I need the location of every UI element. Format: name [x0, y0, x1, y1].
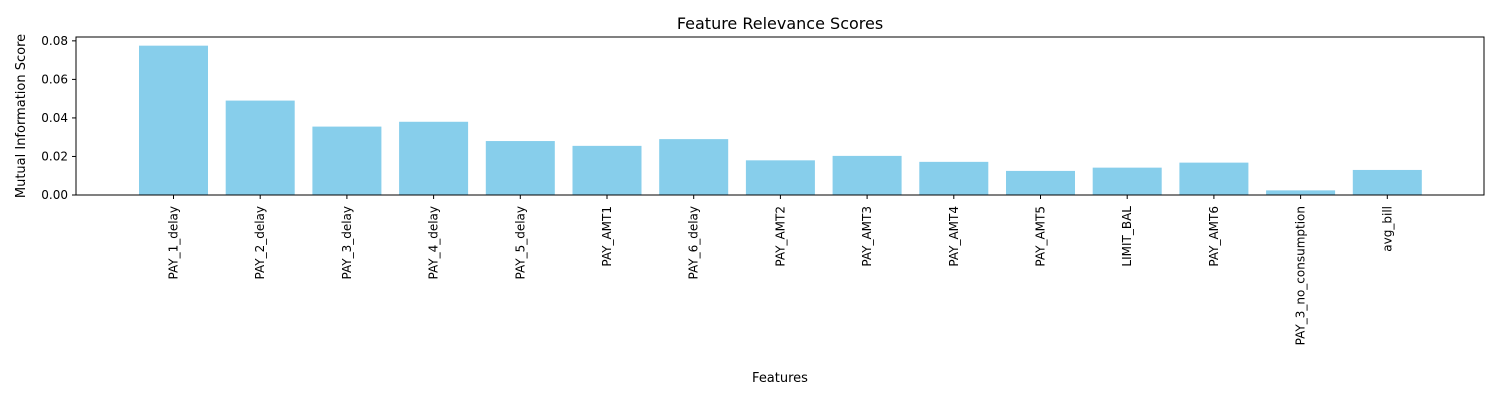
bar-PAY_3_delay: [312, 126, 382, 195]
bar-PAY_AMT1: [572, 145, 642, 195]
bar-PAY_1_delay: [139, 45, 208, 195]
x-tick-label: PAY_AMT3: [860, 206, 874, 267]
bar-PAY_AMT3: [832, 155, 902, 195]
x-tick-label: PAY_AMT5: [1034, 206, 1048, 267]
x-tick-label: PAY_5_delay: [513, 206, 527, 280]
bar-PAY_6_delay: [659, 139, 729, 195]
x-tick-label: PAY_AMT2: [773, 206, 787, 267]
bars-group: [139, 45, 1422, 195]
bar-PAY_AMT5: [1006, 170, 1075, 195]
y-axis: 0.00 0.02 0.04 0.06 0.08: [41, 34, 76, 202]
y-tick-label: 0.00: [41, 188, 68, 202]
x-axis-label: Features: [752, 371, 808, 386]
y-axis-label: Mutual Information Score: [14, 34, 29, 198]
bar-PAY_4_delay: [399, 121, 469, 195]
x-tick-label: PAY_1_delay: [167, 206, 181, 280]
plot-frame: [75, 36, 1485, 196]
x-tick-label: PAY_AMT6: [1207, 206, 1221, 267]
x-tick-label: LIMIT_BAL: [1120, 206, 1134, 267]
x-tick-label: avg_bill: [1380, 206, 1394, 252]
bar-PAY_3_no_consumption: [1266, 190, 1336, 195]
x-tick-label: PAY_6_delay: [687, 206, 701, 280]
x-tick-label: PAY_2_delay: [253, 206, 267, 280]
chart-title: Feature Relevance Scores: [677, 14, 883, 33]
y-tick-label: 0.04: [41, 111, 68, 125]
bar-PAY_AMT6: [1179, 162, 1249, 195]
x-tick-label: PAY_AMT4: [947, 206, 961, 267]
x-axis: PAY_1_delay PAY_2_delay PAY_3_delay PAY_4_d…: [167, 195, 1394, 345]
y-tick-label: 0.02: [41, 149, 68, 163]
bar-avg_bill: [1352, 169, 1422, 195]
y-tick-label: 0.08: [41, 34, 68, 48]
bar-PAY_AMT2: [745, 160, 815, 195]
y-tick-label: 0.06: [41, 72, 68, 86]
x-tick-label: PAY_3_delay: [340, 206, 354, 280]
x-tick-label: PAY_4_delay: [427, 206, 441, 280]
bar-LIMIT_BAL: [1092, 167, 1162, 195]
x-tick-label: PAY_3_no_consumption: [1294, 206, 1308, 345]
bar-PAY_5_delay: [485, 141, 555, 195]
x-tick-label: PAY_AMT1: [600, 206, 614, 267]
bar-PAY_2_delay: [225, 100, 295, 195]
bar-PAY_AMT4: [919, 161, 989, 195]
